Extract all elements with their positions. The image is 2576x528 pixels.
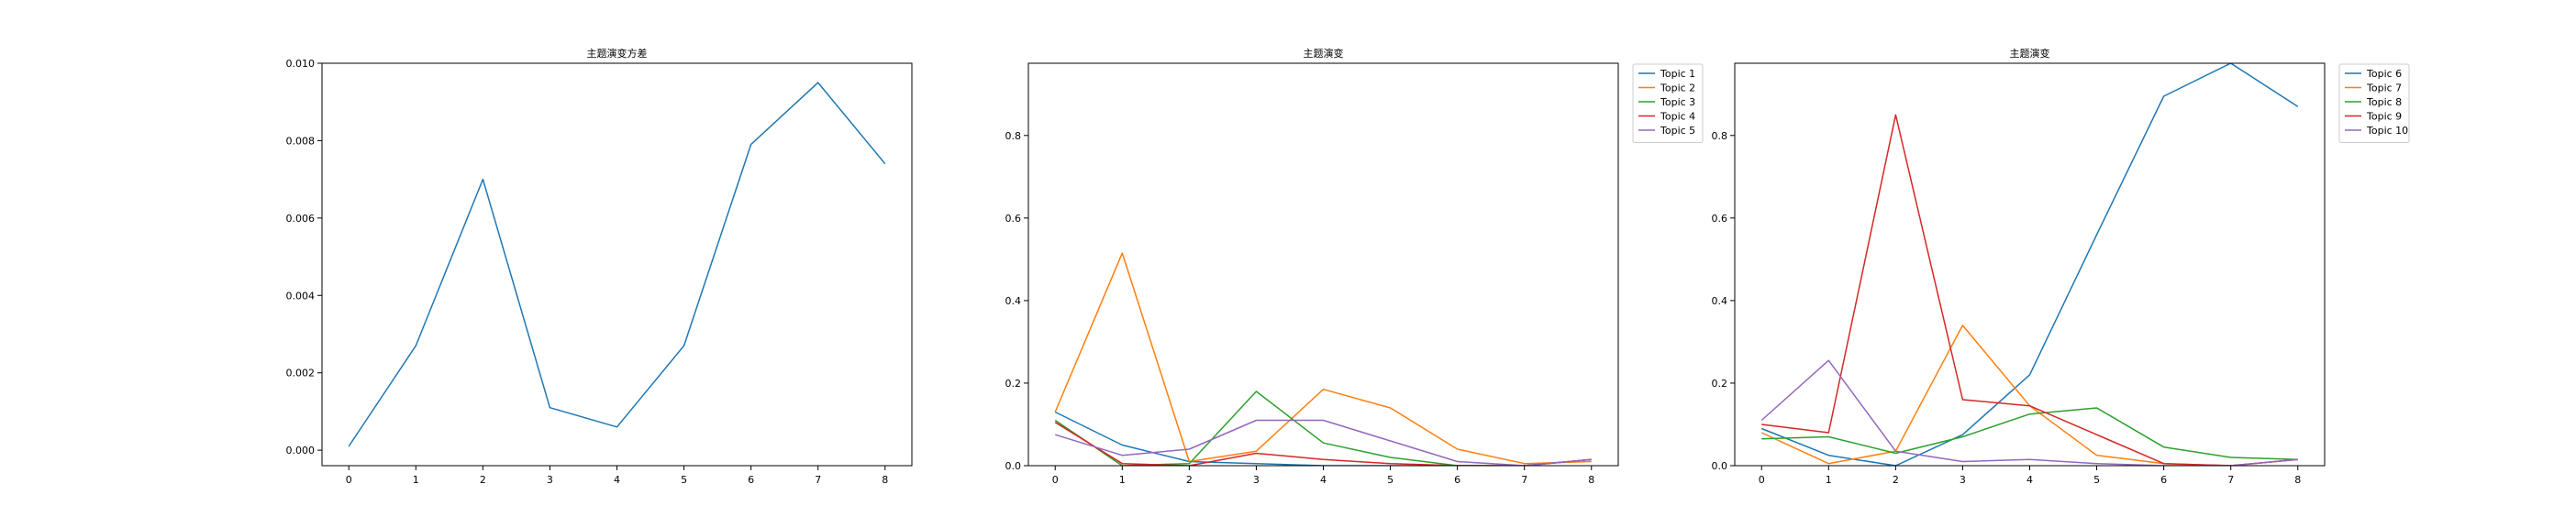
legend-label: Topic 9 (2366, 111, 2402, 123)
y-tick-label: 0.006 (286, 213, 316, 225)
legend-label: Topic 8 (2366, 96, 2402, 108)
y-tick-label: 0.2 (1712, 378, 1728, 390)
y-tick-label: 0.002 (286, 368, 316, 380)
x-tick-label: 2 (480, 474, 486, 486)
y-tick-label: 0.000 (286, 445, 316, 456)
series-line-topic-3 (1054, 390, 1592, 466)
x-tick-label: 1 (413, 474, 419, 486)
series-line-variance (348, 82, 886, 447)
y-tick-label: 0.0 (1005, 460, 1022, 472)
x-tick-label: 8 (882, 474, 888, 486)
x-tick-label: 7 (1521, 474, 1527, 486)
x-tick-label: 6 (748, 474, 754, 486)
chart-title: 主题演变 (1304, 47, 1344, 60)
y-tick-label: 0.008 (286, 135, 316, 147)
x-tick-label: 5 (1387, 474, 1393, 486)
y-tick-label: 0.8 (1005, 130, 1022, 142)
x-tick-label: 8 (1588, 474, 1594, 486)
y-tick-label: 0.2 (1005, 378, 1022, 390)
x-tick-label: 4 (1320, 474, 1327, 486)
legend-label: Topic 10 (2366, 125, 2408, 137)
x-tick-label: 4 (2026, 474, 2033, 486)
series-line-topic-5 (1054, 419, 1592, 466)
series-line-topic-9 (1761, 114, 2298, 466)
chart-title: 主题演变 (2010, 47, 2050, 60)
legend-frame (1632, 63, 1704, 143)
series-line-topic-8 (1761, 407, 2298, 460)
series-line-topic-2 (1054, 252, 1592, 465)
x-tick-label: 0 (1759, 474, 1765, 486)
legend-label: Topic 1 (1660, 68, 1695, 80)
y-tick-label: 0.4 (1005, 295, 1022, 307)
legend-label: Topic 3 (1660, 96, 1695, 108)
legend-label: Topic 6 (2366, 68, 2402, 80)
axes-frame (321, 62, 913, 467)
y-tick-label: 0.6 (1712, 213, 1728, 225)
chart-title: 主题演变方差 (587, 47, 648, 60)
y-tick-label: 0.0 (1712, 460, 1728, 472)
x-tick-label: 3 (547, 474, 553, 486)
x-tick-label: 1 (1119, 474, 1126, 486)
x-tick-label: 7 (2227, 474, 2234, 486)
x-tick-label: 6 (2160, 474, 2167, 486)
series-line-topic-10 (1760, 359, 2298, 466)
legend-label: Topic 4 (1660, 111, 1695, 123)
legend-label: Topic 2 (1660, 82, 1695, 94)
x-tick-label: 2 (1186, 474, 1193, 486)
x-tick-label: 3 (1253, 474, 1260, 486)
y-tick-label: 0.4 (1712, 295, 1728, 307)
series-group (1760, 63, 2299, 466)
legend-label: Topic 5 (1660, 125, 1695, 137)
y-tick-label: 0.010 (286, 58, 316, 70)
series-line-topic-7 (1760, 324, 2298, 466)
legend: Topic 6 Topic 7 Topic 8 Topic 9 Topic 10 (2338, 63, 2410, 143)
series-line-topic-4 (1054, 422, 1592, 466)
y-tick-label: 0.8 (1712, 130, 1728, 142)
x-tick-label: 7 (815, 474, 821, 486)
x-tick-label: 5 (681, 474, 687, 486)
series-group (1054, 252, 1592, 466)
x-tick-label: 4 (614, 474, 620, 486)
series-line-topic-1 (1054, 411, 1592, 466)
x-tick-label: 1 (1826, 474, 1832, 486)
series-group (348, 82, 886, 447)
legend-label: Topic 7 (2366, 82, 2402, 94)
x-tick-label: 2 (1893, 474, 1899, 486)
x-tick-label: 0 (346, 474, 352, 486)
x-tick-label: 3 (1960, 474, 1966, 486)
chart-1: 主题演变方差 0 1 2 3 4 5 6 7 8 0.000 0.002 0.004 0.006 0.008… (286, 47, 913, 486)
x-tick-label: 5 (2093, 474, 2100, 486)
x-tick-label: 8 (2294, 474, 2301, 486)
x-tick-label: 6 (1454, 474, 1460, 486)
y-tick-label: 0.6 (1005, 213, 1022, 225)
legend-frame (2338, 63, 2410, 143)
x-tick-label: 0 (1052, 474, 1059, 486)
y-tick-label: 0.004 (286, 290, 316, 302)
legend: Topic 1 Topic 2 Topic 3 Topic 4 Topic 5 (1632, 63, 1704, 143)
